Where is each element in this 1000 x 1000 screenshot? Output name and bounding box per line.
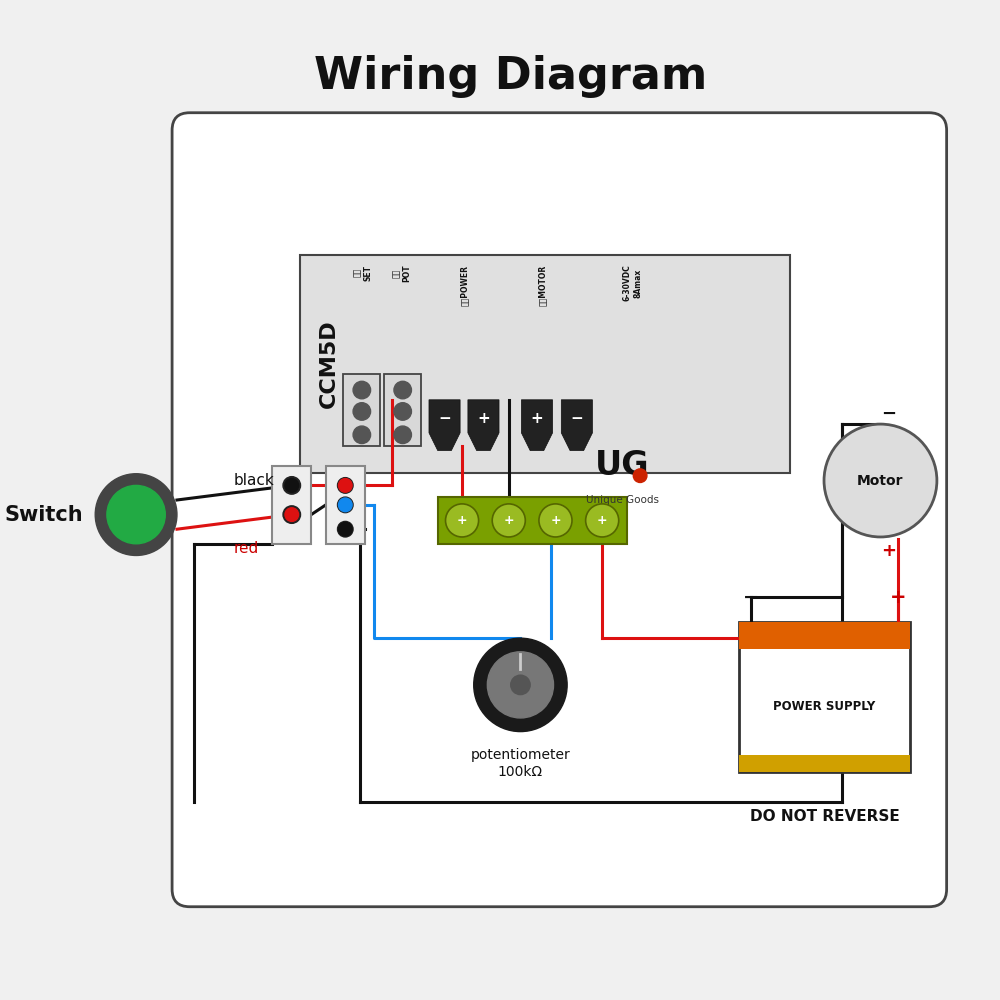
Bar [739,622,910,649]
Text: 旋鈕
POT: 旋鈕 POT [392,265,411,282]
FancyBboxPatch shape [172,113,947,907]
Text: 电源POWER: 电源POWER [460,265,469,306]
Text: +: + [881,542,896,560]
Text: +: + [550,514,561,527]
Text: CCM5D: CCM5D [319,319,339,408]
Text: POWER SUPPLY: POWER SUPPLY [773,700,876,713]
Circle shape [283,477,301,494]
Circle shape [474,638,567,732]
Text: 开关
SET: 开关 SET [353,265,373,281]
Text: −: − [881,405,896,423]
Text: 电机MOTOR: 电机MOTOR [538,265,547,306]
Text: +: + [597,514,607,527]
Bar [326,466,365,544]
Text: +: + [890,588,906,607]
Bar [438,497,627,544]
Circle shape [824,424,937,537]
Polygon shape [429,400,460,451]
Circle shape [633,469,647,482]
Circle shape [353,403,371,420]
Circle shape [446,504,479,537]
FancyBboxPatch shape [300,255,790,473]
Circle shape [394,381,411,399]
Circle shape [285,508,299,521]
Text: Wiring Diagram: Wiring Diagram [314,55,707,98]
Text: black: black [233,473,274,488]
Circle shape [353,381,371,399]
Circle shape [492,504,525,537]
Circle shape [539,504,572,537]
Polygon shape [521,400,553,451]
Text: potentiometer
100kΩ: potentiometer 100kΩ [471,748,570,779]
Text: Switch: Switch [4,505,83,525]
Polygon shape [468,400,499,451]
Text: UG: UG [595,449,650,482]
Circle shape [338,497,353,513]
Circle shape [338,478,353,493]
Circle shape [95,474,177,555]
Circle shape [511,675,530,695]
Text: −: − [570,411,583,426]
Text: +: + [477,411,490,426]
Circle shape [394,403,411,420]
Circle shape [338,498,352,512]
Circle shape [586,504,619,537]
Text: Unique Goods: Unique Goods [586,495,659,505]
Text: 6-30VDC
8Amax: 6-30VDC 8Amax [623,265,642,301]
Text: −: − [438,411,451,426]
Bar [739,622,910,772]
Circle shape [487,652,554,718]
Text: DO NOT REVERSE: DO NOT REVERSE [750,809,899,824]
Bar [384,374,421,446]
Circle shape [338,522,352,536]
Text: red: red [233,541,259,556]
Circle shape [338,479,352,492]
Text: +: + [457,514,467,527]
Text: +: + [503,514,514,527]
Circle shape [394,426,411,444]
Text: Motor: Motor [857,474,904,488]
Bar [739,755,910,772]
Circle shape [338,521,353,537]
Circle shape [285,479,299,492]
Bar [343,374,380,446]
Circle shape [283,506,301,523]
Circle shape [107,485,165,544]
Text: +: + [531,411,543,426]
Text: −: − [743,588,759,607]
Circle shape [353,426,371,444]
Polygon shape [561,400,592,451]
Bar [272,466,311,544]
